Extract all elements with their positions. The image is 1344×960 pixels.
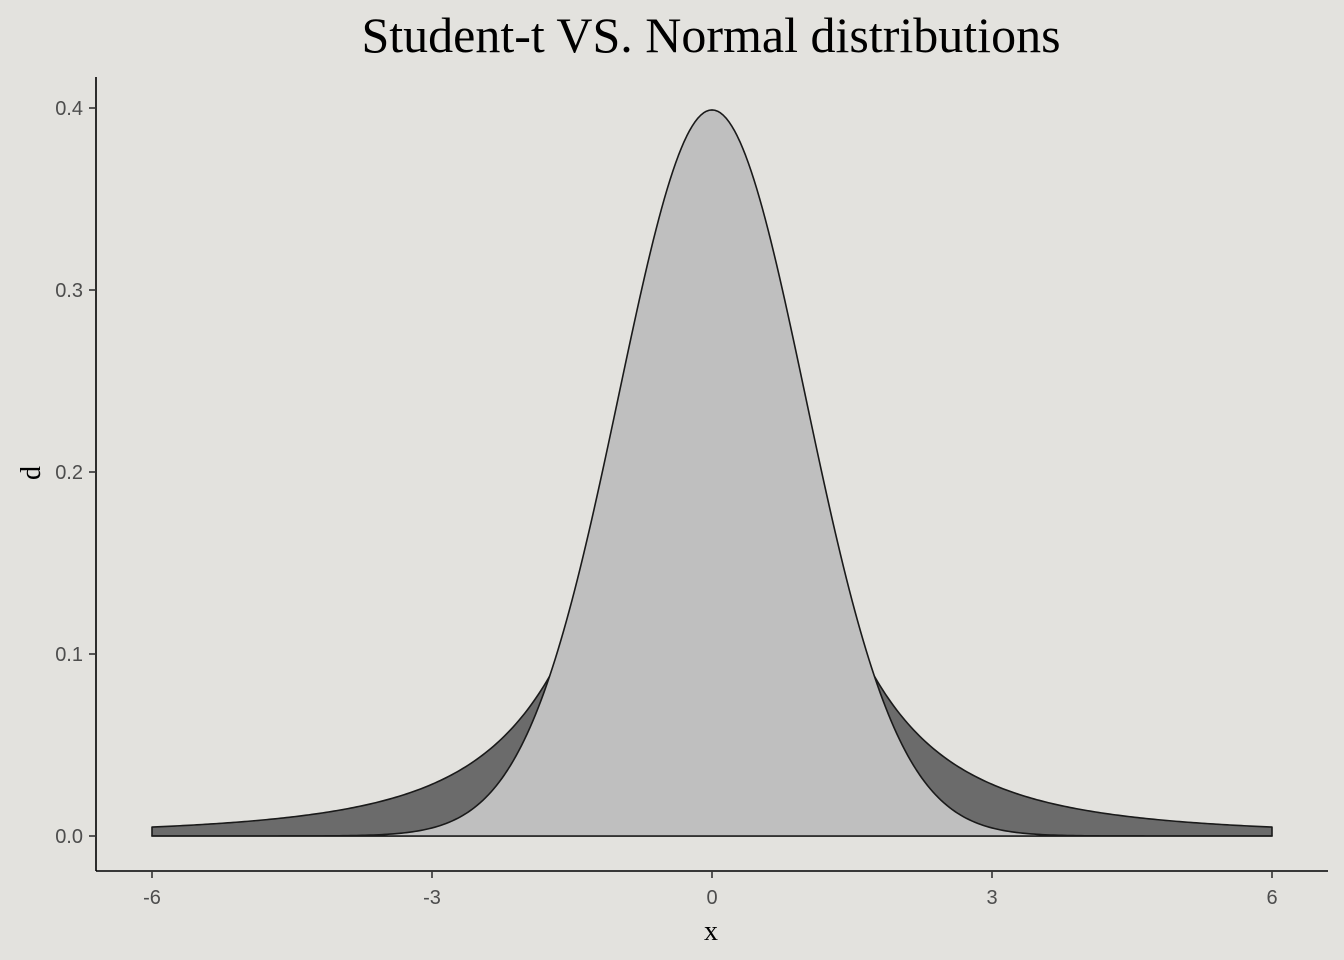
x-tick-label: 0	[706, 887, 717, 909]
x-axis-ticks: -6 -3 0 3 6	[143, 871, 1278, 909]
x-tick-label: 3	[986, 887, 997, 909]
x-tick-label: 6	[1266, 887, 1277, 909]
y-tick-label: 0.2	[55, 462, 83, 484]
chart-title: Student-t VS. Normal distributions	[361, 7, 1060, 63]
x-axis-label: x	[704, 916, 718, 947]
y-axis-label: d	[16, 466, 47, 480]
y-tick-label: 0.1	[55, 644, 83, 666]
normal-density-area	[151, 109, 1273, 837]
y-tick-label: 0.3	[55, 280, 83, 302]
plot-marks	[151, 109, 1273, 837]
x-tick-label: -6	[143, 887, 161, 909]
y-axis-ticks: 0.0 0.1 0.2 0.3 0.4	[55, 98, 96, 848]
y-tick-label: 0.0	[55, 826, 83, 848]
x-tick-label: -3	[423, 887, 441, 909]
y-tick-label: 0.4	[55, 98, 83, 120]
